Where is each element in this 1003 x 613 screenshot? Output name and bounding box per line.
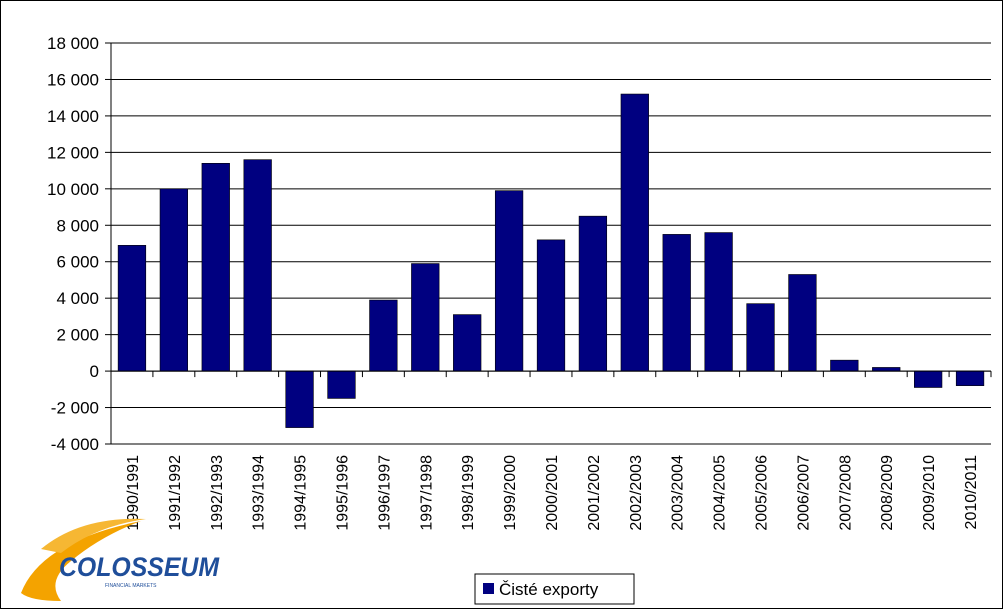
y-tick-label: 2 000	[56, 326, 99, 345]
x-tick-label: 1993/1994	[251, 455, 268, 531]
bar	[704, 232, 733, 372]
x-tick-label: 2007/2008	[837, 455, 854, 531]
x-tick-label: 1997/1998	[418, 455, 435, 531]
bar	[243, 159, 272, 372]
bar	[746, 303, 775, 372]
bar	[159, 188, 188, 372]
y-tick-label: 6 000	[56, 253, 99, 272]
bar	[285, 370, 314, 428]
x-tick-label: 2001/2002	[586, 455, 603, 531]
logo-tagline: FINANCIAL MARKETS	[105, 583, 157, 589]
bar	[830, 359, 859, 372]
bar	[494, 190, 524, 372]
y-tick-label: 16 000	[47, 70, 99, 89]
x-tick-label: 1998/1999	[460, 455, 477, 531]
x-tick-label: 1992/1993	[209, 455, 226, 531]
legend-swatch	[483, 583, 494, 594]
x-tick-label: 1999/2000	[502, 455, 519, 531]
y-tick-label: 0	[90, 362, 99, 381]
y-tick-label: 14 000	[47, 107, 99, 126]
bar	[955, 370, 985, 386]
x-tick-label: 2005/2006	[754, 455, 771, 531]
bar	[914, 370, 943, 388]
bar	[327, 370, 356, 399]
y-tick-label: 18 000	[47, 34, 99, 53]
x-tick-label: 2002/2003	[628, 455, 645, 531]
bar	[536, 239, 566, 372]
bar	[872, 367, 901, 372]
colosseum-logo: COLOSSEUM FINANCIAL MARKETS	[21, 518, 219, 601]
bar	[578, 215, 608, 372]
bar	[201, 163, 230, 372]
y-tick-label: -4 000	[51, 435, 99, 454]
x-tick-label: 2006/2007	[795, 455, 812, 531]
x-tick-label: 2008/2009	[879, 455, 896, 531]
bar	[369, 299, 398, 372]
legend: Čisté exporty	[474, 573, 635, 605]
y-tick-label: 8 000	[56, 216, 99, 235]
x-tick-label: 1990/1991	[125, 455, 142, 531]
bar	[788, 274, 817, 372]
x-axis-tick-labels: 1990/1991 1991/1992 1992/1993 1993/1994 1994…	[125, 455, 980, 531]
x-tick-label: 2004/2005	[712, 455, 729, 531]
logo-swoosh-icon	[21, 521, 141, 601]
x-tick-label: 2003/2004	[670, 455, 687, 531]
x-tick-label: 2009/2010	[921, 455, 938, 531]
x-tick-label: 2010/2011	[963, 455, 980, 530]
x-tick-label: 2000/2001	[544, 455, 561, 531]
logo-text: COLOSSEUM	[59, 552, 219, 582]
y-tick-label: 4 000	[56, 289, 99, 308]
bar	[453, 314, 482, 372]
y-tick-label: 12 000	[47, 143, 99, 162]
logo-swoosh-top-icon	[41, 518, 146, 553]
x-tick-label: 1991/1992	[167, 455, 184, 531]
y-axis-tick-labels: 18 000 16 000 14 000 12 000 10 000 8 000 6 000…	[47, 34, 99, 454]
bar	[411, 263, 440, 372]
x-tick-label: 1996/1997	[376, 455, 393, 531]
axes	[110, 43, 992, 444]
x-tick-label: 1995/1996	[334, 455, 351, 531]
x-tick-label: 1994/1995	[293, 455, 310, 531]
bar	[117, 245, 147, 372]
y-tick-label: 10 000	[47, 180, 99, 199]
bar	[620, 93, 649, 372]
y-tick-label: -2 000	[51, 399, 99, 418]
legend-label: Čisté exporty	[499, 580, 599, 599]
bar-series	[117, 93, 985, 428]
bar	[662, 234, 691, 372]
